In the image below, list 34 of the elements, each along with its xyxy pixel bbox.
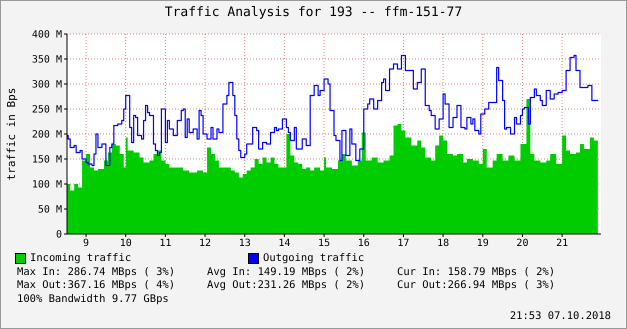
y-tick-label: 250 M: [32, 104, 62, 116]
x-tick-label: 11: [159, 238, 172, 250]
x-tick-label: 16: [358, 238, 370, 250]
legend-label: Outgoing traffic: [263, 252, 364, 266]
y-tick-label: 400 M: [32, 30, 62, 41]
x-tick-label: 13: [238, 238, 251, 250]
x-tick-label: 19: [476, 238, 489, 250]
y-tick-label: 200 M: [32, 130, 62, 141]
text: Max In: 286.74 MBps ( 3%): [17, 266, 176, 279]
y-tick-label: 50 M: [38, 204, 62, 216]
x-tick-label: 12: [199, 238, 212, 250]
x-tick-label: 9: [83, 238, 90, 250]
text: Cur Out:266.94 MBps ( 3%): [397, 279, 556, 292]
text: Avg In: 149.19 MBps ( 2%): [207, 266, 366, 279]
x-tick-label: 10: [120, 238, 132, 250]
text: Avg Out:231.26 MBps ( 2%): [207, 279, 366, 292]
text: Cur In: 158.79 MBps ( 2%): [397, 266, 556, 279]
text: Max Out:367.16 MBps ( 4%): [17, 279, 176, 292]
text: 21:53 07.10.2018: [508, 310, 612, 324]
legend-label: Incoming traffic: [30, 252, 132, 266]
y-tick-label: 0: [56, 230, 62, 241]
y-tick-label: 300 M: [32, 80, 62, 91]
x-tick-label: 18: [437, 238, 450, 250]
x-tick-label: 20: [516, 238, 528, 250]
y-tick-label: 350 M: [32, 54, 62, 66]
text: 100% Bandwidth 9.77 GBps: [16, 292, 170, 306]
y-tick-label: 100 M: [32, 180, 62, 191]
x-tick-label: 14: [278, 238, 290, 250]
x-tick-label: 21: [556, 238, 568, 250]
x-tick-label: 17: [397, 238, 410, 250]
y-axis-title: traffic in Bps: [4, 88, 18, 180]
x-tick-label: 15: [318, 238, 330, 250]
y-tick-label: 150 M: [32, 154, 62, 166]
chart-title: Traffic Analysis for 193 -- ffm-151-77: [164, 5, 464, 20]
